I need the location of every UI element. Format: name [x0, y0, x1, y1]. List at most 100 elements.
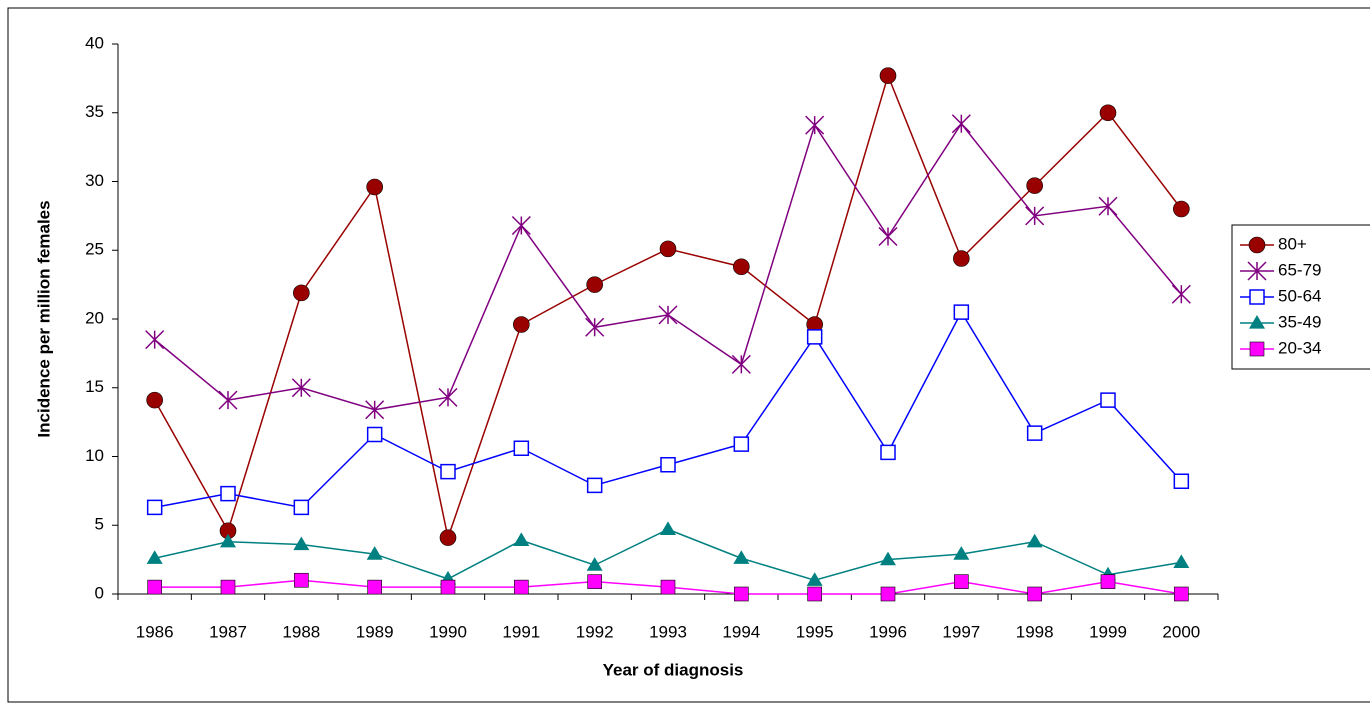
marker — [880, 586, 896, 602]
marker — [220, 579, 236, 595]
marker — [733, 550, 750, 564]
marker — [366, 546, 383, 560]
marker — [660, 457, 676, 473]
marker — [1173, 473, 1190, 489]
marker — [294, 572, 309, 588]
x-tick-label: 1989 — [356, 622, 394, 641]
marker — [953, 250, 970, 267]
marker — [951, 114, 971, 134]
marker — [218, 390, 238, 410]
marker — [1025, 206, 1045, 226]
marker — [1174, 586, 1189, 602]
marker — [146, 391, 163, 409]
x-tick-label: 1999 — [1089, 622, 1127, 641]
x-tick-label: 1990 — [429, 622, 467, 641]
marker — [220, 485, 236, 502]
marker — [1249, 315, 1265, 329]
marker — [145, 330, 165, 350]
marker — [1027, 586, 1042, 602]
marker — [586, 557, 603, 571]
marker — [1026, 533, 1043, 548]
x-tick-label: 1993 — [649, 622, 687, 641]
marker — [1248, 236, 1266, 254]
legend-label: 50-64 — [1278, 286, 1321, 305]
marker — [1171, 284, 1191, 304]
y-tick-label: 35 — [85, 102, 104, 121]
x-tick-label: 1995 — [796, 622, 834, 641]
marker — [440, 579, 456, 595]
marker — [366, 178, 383, 196]
marker — [1249, 289, 1265, 305]
marker — [1099, 104, 1117, 122]
marker — [734, 586, 749, 602]
marker — [806, 329, 823, 345]
x-tick-label: 1998 — [1016, 622, 1054, 641]
x-tick-label: 1997 — [942, 622, 980, 641]
marker — [513, 532, 530, 546]
marker — [513, 316, 530, 333]
marker — [659, 240, 677, 258]
y-tick-label: 10 — [85, 446, 104, 465]
marker — [586, 276, 603, 293]
x-tick-label: 1988 — [282, 622, 320, 641]
marker — [293, 499, 310, 516]
marker — [658, 305, 678, 325]
legend-label: 20-34 — [1278, 338, 1321, 357]
marker — [293, 536, 310, 551]
x-tick-label: 1991 — [502, 622, 540, 641]
marker — [1173, 554, 1190, 568]
marker — [1100, 392, 1116, 408]
marker — [733, 436, 750, 452]
y-tick-label: 30 — [85, 171, 104, 190]
marker — [440, 463, 456, 480]
marker — [366, 426, 383, 443]
marker — [807, 586, 822, 602]
y-tick-label: 40 — [85, 33, 104, 52]
x-axis-label: Year of diagnosis — [603, 660, 744, 679]
marker — [1173, 200, 1190, 218]
marker — [878, 226, 898, 247]
chart-frame — [7, 7, 1370, 703]
series-line — [154, 122, 1182, 411]
series-line — [154, 310, 1182, 509]
marker — [1247, 261, 1267, 281]
x-tick-label: 1987 — [209, 622, 247, 641]
x-tick-label: 1996 — [869, 622, 907, 641]
marker — [954, 574, 969, 589]
marker — [438, 387, 458, 407]
marker — [806, 572, 823, 586]
marker — [879, 67, 897, 84]
marker — [513, 440, 530, 456]
marker — [293, 284, 310, 302]
legend-label: 80+ — [1278, 234, 1307, 253]
y-tick-label: 15 — [85, 377, 104, 396]
marker — [585, 317, 605, 337]
marker — [880, 444, 896, 461]
y-tick-label: 25 — [85, 240, 104, 259]
marker — [146, 499, 163, 516]
marker — [220, 533, 236, 548]
marker — [953, 546, 970, 560]
legend-label: 65-79 — [1278, 260, 1321, 279]
x-tick-label: 1992 — [576, 622, 614, 641]
series-line — [154, 528, 1182, 582]
marker — [1098, 196, 1118, 216]
x-tick-label: 1994 — [722, 622, 760, 641]
y-axis-label: Incidence per million females — [34, 200, 53, 437]
marker — [291, 378, 311, 398]
marker — [1100, 574, 1116, 589]
marker — [1026, 425, 1043, 441]
y-tick-label: 5 — [95, 515, 104, 534]
y-tick-label: 0 — [95, 583, 104, 602]
marker — [514, 579, 529, 595]
marker — [146, 550, 163, 564]
marker — [367, 579, 382, 595]
marker — [805, 115, 825, 135]
marker — [1249, 341, 1265, 357]
marker — [660, 521, 676, 535]
marker — [953, 304, 970, 320]
marker — [365, 400, 385, 420]
y-tick-label: 20 — [85, 308, 104, 327]
marker — [1026, 177, 1043, 194]
